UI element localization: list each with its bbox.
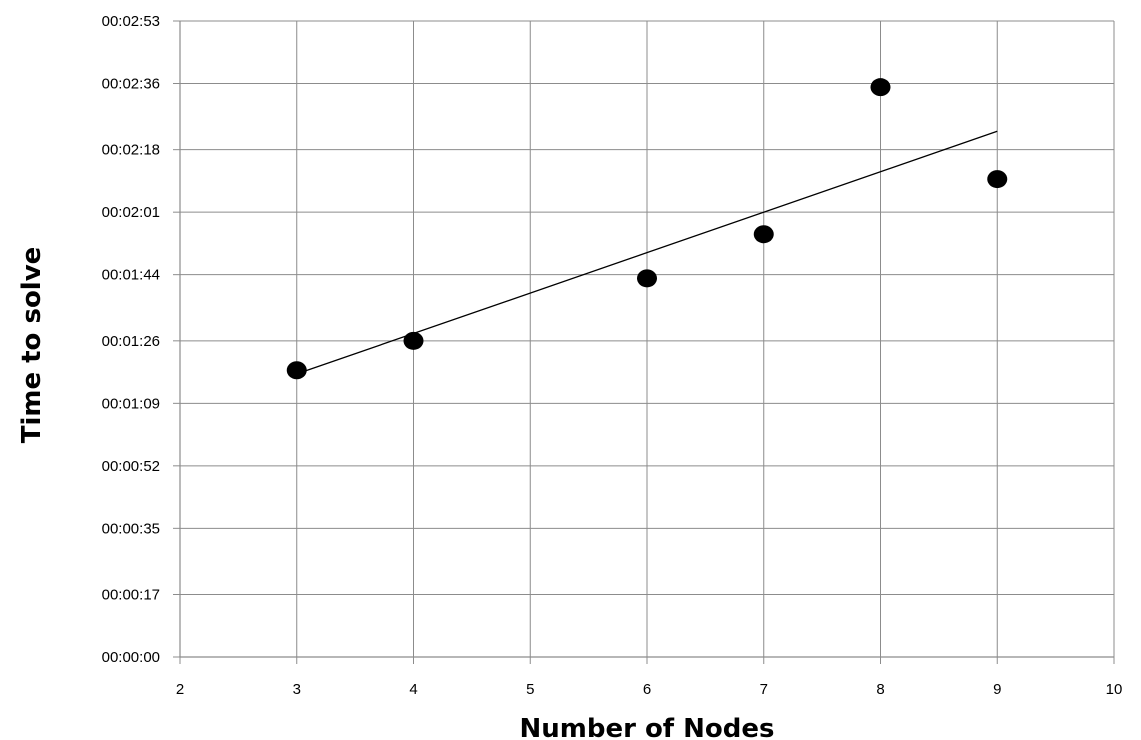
y-tick-label: 00:02:36 xyxy=(102,75,160,92)
x-tick-label: 4 xyxy=(409,681,417,698)
data-point xyxy=(403,331,424,350)
x-tick-label: 9 xyxy=(993,681,1001,698)
y-tick-label: 00:00:52 xyxy=(102,458,160,475)
x-tick-label: 3 xyxy=(293,681,301,698)
y-tick-label: 00:02:53 xyxy=(102,13,160,30)
x-tick-label: 7 xyxy=(760,681,768,698)
x-tick-label: 10 xyxy=(1106,681,1123,698)
data-points xyxy=(286,78,1008,380)
y-tick-label: 00:01:26 xyxy=(102,333,160,350)
x-axis-title: Number of Nodes xyxy=(519,714,774,740)
y-tick-label: 00:02:01 xyxy=(102,204,160,221)
y-tick-label: 00:02:18 xyxy=(102,142,160,159)
x-tick-label: 2 xyxy=(176,681,184,698)
tick-labels: 2 3 4 5 6 7 8 9 10 00:00:00 00:00:17 00:00:35 00:00:… xyxy=(102,13,1123,698)
data-point xyxy=(870,78,891,97)
data-point xyxy=(753,225,774,244)
y-tick-label: 00:01:44 xyxy=(102,267,160,284)
data-point xyxy=(637,269,657,288)
y-tick-label: 00:00:35 xyxy=(102,520,160,537)
x-tick-label: 5 xyxy=(526,681,534,698)
y-tick-label: 00:01:09 xyxy=(102,395,160,412)
data-point xyxy=(987,170,1008,189)
y-axis-title: Time to solve xyxy=(17,247,47,444)
y-tick-label: 00:00:00 xyxy=(102,649,160,666)
axes xyxy=(173,20,1115,664)
gridlines xyxy=(179,20,1115,658)
x-tick-label: 8 xyxy=(876,681,884,698)
data-point xyxy=(286,361,307,380)
y-tick-label: 00:00:17 xyxy=(102,587,160,604)
x-tick-label: 6 xyxy=(643,681,651,698)
